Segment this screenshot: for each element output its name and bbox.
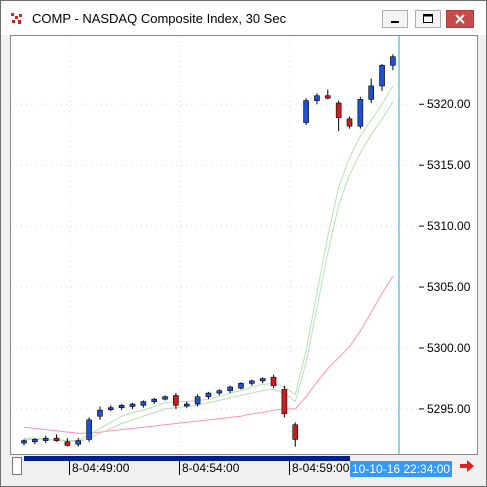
candle-up	[249, 380, 255, 384]
chart-app-icon	[11, 13, 22, 24]
moving-average-mid	[24, 101, 394, 443]
candle-up	[75, 440, 82, 445]
candle-up	[216, 390, 223, 394]
candle-down	[64, 441, 71, 446]
candle-up	[205, 392, 212, 398]
time-tick	[179, 461, 180, 475]
candle-up	[379, 64, 385, 87]
chart-area[interactable]: 5320.00 5315.00 5310.00 5305.00 5300.00 5295.…	[10, 35, 478, 455]
candle-up	[42, 437, 49, 441]
price-tick-label: 5300.00	[427, 341, 471, 355]
candle-up	[140, 401, 147, 406]
candle-up	[357, 99, 364, 127]
price-tick-label: 5310.00	[427, 219, 471, 233]
right-arrow-icon[interactable]	[459, 459, 475, 473]
minimize-button[interactable]	[382, 10, 408, 28]
cursor-time-label: 10-10-16 22:34:00	[350, 461, 453, 477]
candle-up	[303, 100, 309, 123]
scroll-thumb[interactable]	[12, 457, 22, 475]
time-label: 8-04:49:00	[72, 461, 130, 475]
candle-up	[314, 95, 320, 101]
minimize-icon	[391, 21, 399, 23]
candle-up	[108, 407, 114, 410]
navigation-strip[interactable]	[24, 456, 350, 461]
candle-up	[238, 383, 244, 389]
candle-down	[346, 118, 353, 127]
candles	[21, 54, 396, 447]
maximize-button[interactable]	[415, 10, 441, 28]
candle-up	[129, 403, 136, 407]
candle-up	[162, 396, 168, 400]
moving-averages	[23, 85, 394, 443]
close-icon	[455, 14, 465, 24]
candle-up	[183, 403, 190, 407]
candle-up	[97, 409, 103, 417]
candle-up	[227, 386, 233, 391]
candle-up	[32, 439, 38, 443]
moving-average-slow	[23, 275, 394, 434]
price-tick-label: 5320.00	[427, 97, 471, 111]
candle-up	[194, 396, 201, 405]
candle-up	[151, 398, 157, 402]
time-tick	[289, 461, 290, 475]
candle-up	[86, 419, 92, 440]
moving-average-fast	[24, 85, 394, 442]
candle-down	[53, 437, 60, 441]
candlestick-chart[interactable]: 5320.00 5315.00 5310.00 5305.00 5300.00 5295.…	[11, 36, 477, 454]
candle-up	[259, 378, 266, 382]
candle-up	[21, 440, 27, 444]
candle-down	[324, 95, 331, 99]
candle-down	[292, 424, 299, 440]
candle-up	[118, 404, 125, 408]
price-tick-label: 5305.00	[427, 280, 471, 294]
time-label: 8-04:59:00	[292, 461, 350, 475]
time-label: 8-04:54:00	[182, 461, 240, 475]
candle-up	[368, 85, 375, 100]
candle-down	[270, 376, 277, 387]
time-axis-bar: 8-04:49:00 8-04:54:00 8-04:59:00 10-10-1…	[10, 456, 478, 478]
close-button[interactable]	[446, 10, 474, 28]
title-bar[interactable]: COMP - NASDAQ Composite Index, 30 Sec	[1, 1, 486, 35]
grid-layer	[11, 36, 419, 454]
candle-down	[335, 102, 342, 118]
maximize-icon	[423, 14, 433, 23]
price-tick-label: 5315.00	[427, 158, 471, 172]
candle-up	[390, 56, 396, 66]
candle-down	[173, 395, 179, 406]
candle-down	[281, 389, 288, 415]
window-title: COMP - NASDAQ Composite Index, 30 Sec	[32, 11, 287, 26]
time-tick	[69, 461, 70, 475]
price-axis: 5320.00 5315.00 5310.00 5305.00 5300.00 5295.…	[419, 97, 471, 416]
price-tick-label: 5295.00	[427, 402, 471, 416]
